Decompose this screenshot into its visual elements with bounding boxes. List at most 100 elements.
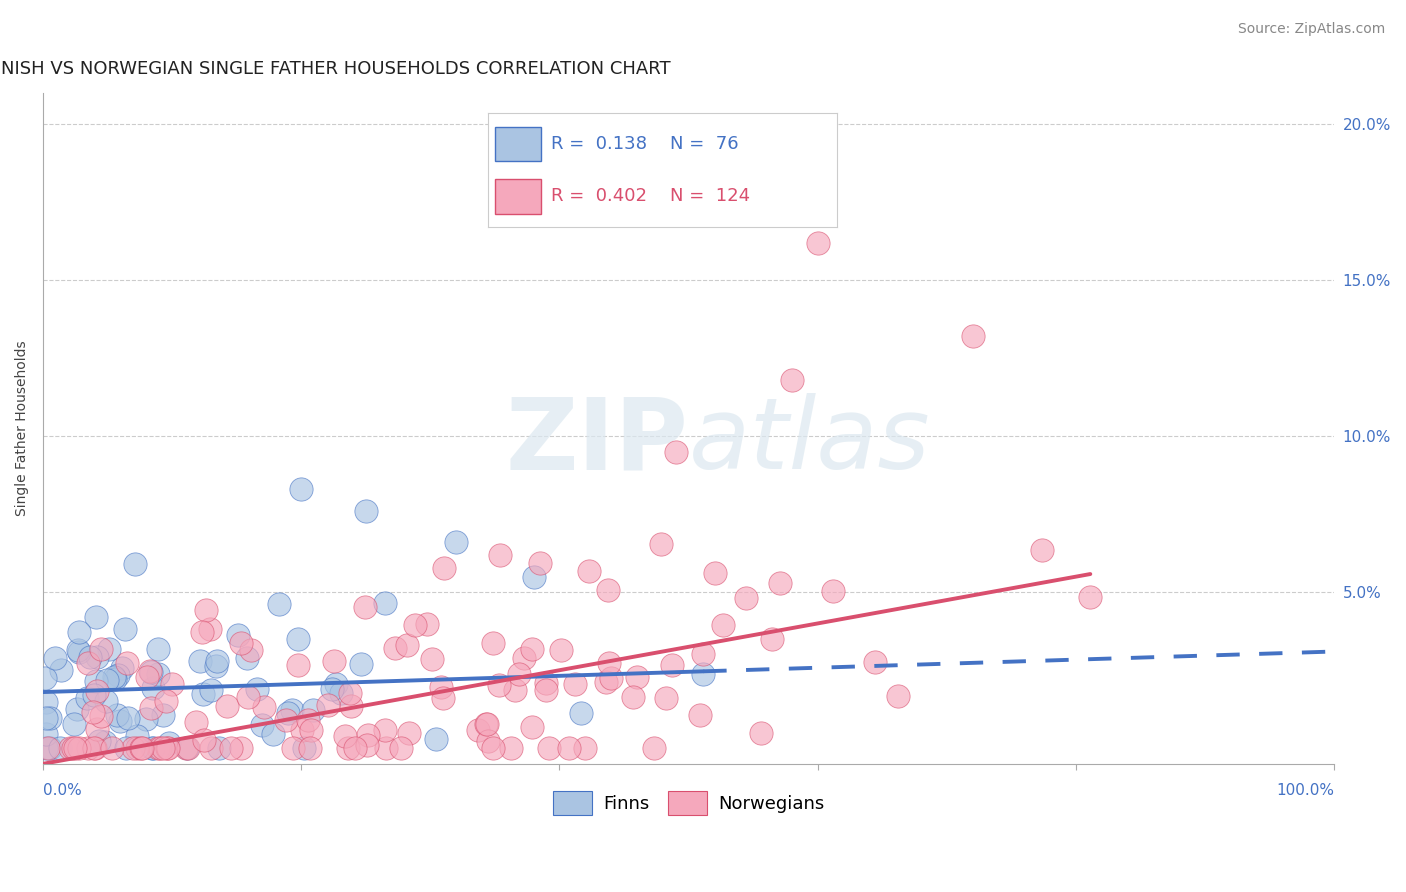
Point	[281, 703, 304, 717]
Point	[665, 445, 688, 459]
Point	[104, 672, 127, 686]
Point	[148, 667, 170, 681]
Point	[63, 717, 86, 731]
Point	[139, 665, 162, 679]
Point	[136, 670, 159, 684]
Point	[467, 723, 489, 738]
Point	[425, 731, 447, 746]
Point	[564, 677, 586, 691]
Point	[374, 597, 396, 611]
Point	[129, 741, 152, 756]
Point	[86, 722, 108, 736]
Point	[356, 738, 378, 752]
Point	[621, 690, 644, 705]
Point	[432, 691, 454, 706]
Point	[186, 714, 208, 729]
Point	[505, 683, 527, 698]
Point	[250, 718, 273, 732]
Point	[111, 661, 134, 675]
Point	[291, 723, 314, 737]
Point	[76, 691, 98, 706]
Point	[67, 625, 90, 640]
Point	[343, 741, 366, 756]
Point	[761, 632, 783, 646]
Point	[325, 677, 347, 691]
Point	[226, 628, 249, 642]
Point	[821, 583, 844, 598]
Point	[703, 566, 725, 580]
Point	[488, 678, 510, 692]
Point	[239, 643, 262, 657]
Point	[287, 658, 309, 673]
Point	[643, 741, 665, 756]
Text: ZIP: ZIP	[506, 393, 689, 491]
Point	[208, 741, 231, 756]
Text: FINNISH VS NORWEGIAN SINGLE FATHER HOUSEHOLDS CORRELATION CHART: FINNISH VS NORWEGIAN SINGLE FATHER HOUSE…	[0, 60, 671, 78]
Point	[529, 556, 551, 570]
Point	[538, 741, 561, 756]
Point	[121, 741, 143, 756]
Point	[281, 741, 304, 756]
Point	[205, 654, 228, 668]
Point	[349, 657, 371, 671]
Point	[149, 741, 172, 756]
Point	[79, 649, 101, 664]
Point	[294, 741, 316, 756]
Point	[780, 373, 803, 387]
Point	[520, 642, 543, 657]
Point	[94, 694, 117, 708]
Point	[389, 741, 412, 756]
Point	[626, 670, 648, 684]
Point	[188, 654, 211, 668]
Point	[142, 681, 165, 696]
Point	[125, 741, 148, 756]
Point	[354, 504, 377, 518]
Point	[84, 673, 107, 688]
Point	[277, 706, 299, 720]
Point	[117, 711, 139, 725]
Point	[84, 741, 107, 756]
Point	[107, 668, 129, 682]
Point	[598, 656, 620, 670]
Point	[176, 741, 198, 756]
Point	[322, 655, 344, 669]
Point	[67, 741, 90, 756]
Point	[156, 741, 179, 756]
Point	[595, 674, 617, 689]
Point	[274, 713, 297, 727]
Point	[335, 729, 357, 743]
Point	[105, 707, 128, 722]
Point	[82, 705, 104, 719]
Point	[235, 650, 257, 665]
Point	[354, 600, 377, 615]
Point	[139, 700, 162, 714]
Point	[807, 235, 830, 250]
Point	[444, 535, 467, 549]
Point	[35, 695, 58, 709]
Point	[103, 669, 125, 683]
Point	[155, 694, 177, 708]
Point	[302, 703, 325, 717]
Point	[290, 483, 312, 497]
Point	[768, 576, 790, 591]
Point	[142, 741, 165, 756]
Point	[297, 714, 319, 728]
Point	[76, 741, 98, 756]
Point	[863, 655, 886, 669]
Point	[373, 723, 395, 738]
Point	[62, 741, 84, 756]
Point	[263, 727, 285, 741]
Point	[90, 708, 112, 723]
Point	[65, 702, 87, 716]
Point	[534, 683, 557, 698]
Point	[329, 686, 352, 700]
Point	[430, 680, 453, 694]
Point	[416, 616, 439, 631]
Point	[157, 741, 180, 756]
Point	[157, 736, 180, 750]
Point	[692, 666, 714, 681]
Point	[63, 741, 86, 756]
Point	[200, 623, 222, 637]
Point	[886, 689, 908, 703]
Point	[176, 741, 198, 756]
